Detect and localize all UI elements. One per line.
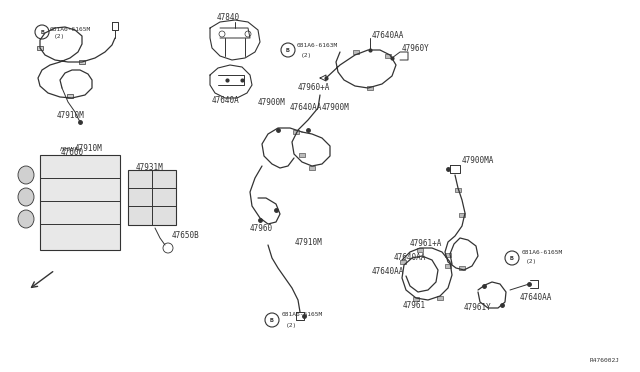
Bar xyxy=(459,213,465,217)
Bar xyxy=(40,155,120,250)
Text: 47600: 47600 xyxy=(60,148,84,157)
Text: B: B xyxy=(270,317,274,323)
Text: 47960: 47960 xyxy=(250,224,273,232)
Bar xyxy=(437,296,443,300)
Text: 47910M: 47910M xyxy=(56,110,84,119)
Text: B: B xyxy=(286,48,290,52)
Bar xyxy=(353,50,359,54)
Text: B: B xyxy=(510,256,514,260)
Text: 47960Y: 47960Y xyxy=(402,44,429,52)
Text: (2): (2) xyxy=(54,33,65,38)
Bar xyxy=(309,166,315,170)
Text: 47640A: 47640A xyxy=(211,96,239,105)
Text: (2): (2) xyxy=(286,323,297,327)
Text: 47910M: 47910M xyxy=(74,144,102,153)
Text: (2): (2) xyxy=(301,52,312,58)
Text: 47900M: 47900M xyxy=(322,103,349,112)
Text: 47900MA: 47900MA xyxy=(462,155,494,164)
Ellipse shape xyxy=(18,188,34,206)
Bar xyxy=(299,153,305,157)
Bar xyxy=(128,170,176,225)
Bar xyxy=(445,264,451,268)
Bar xyxy=(413,297,419,301)
Text: 47900M: 47900M xyxy=(258,97,285,106)
Text: 47960+A: 47960+A xyxy=(298,83,330,92)
Text: 47650B: 47650B xyxy=(172,231,200,240)
Bar xyxy=(455,188,461,192)
Text: 47640AA: 47640AA xyxy=(520,294,552,302)
Text: 081A6-6163M: 081A6-6163M xyxy=(297,42,339,48)
Text: 47961+A: 47961+A xyxy=(410,240,442,248)
Bar xyxy=(400,260,406,264)
Text: 47910M: 47910M xyxy=(295,237,323,247)
Bar xyxy=(385,54,391,58)
Text: 081A6-6165M: 081A6-6165M xyxy=(50,26,92,32)
Bar xyxy=(293,130,299,134)
Text: 081A6-6165M: 081A6-6165M xyxy=(282,312,323,317)
Text: 47640AA: 47640AA xyxy=(394,253,426,263)
Text: 47640AA: 47640AA xyxy=(372,267,404,276)
Text: 47961: 47961 xyxy=(403,301,426,310)
Ellipse shape xyxy=(18,166,34,184)
Bar xyxy=(417,248,423,252)
Bar xyxy=(367,86,373,90)
Text: 47840: 47840 xyxy=(216,13,239,22)
Text: B: B xyxy=(40,29,44,35)
Text: 47931M: 47931M xyxy=(136,163,164,171)
Text: 081A6-6165M: 081A6-6165M xyxy=(522,250,563,254)
Bar xyxy=(445,253,451,257)
Text: 47640AA: 47640AA xyxy=(372,31,404,39)
Text: 47640AA: 47640AA xyxy=(290,103,323,112)
Bar xyxy=(67,94,73,98)
Text: 47961Y: 47961Y xyxy=(464,304,492,312)
Ellipse shape xyxy=(18,210,34,228)
Text: FRONT: FRONT xyxy=(60,147,79,151)
Bar xyxy=(79,60,85,64)
Text: R476002J: R476002J xyxy=(590,357,620,362)
Bar xyxy=(459,266,465,270)
Text: (2): (2) xyxy=(526,260,537,264)
Bar xyxy=(37,46,43,50)
